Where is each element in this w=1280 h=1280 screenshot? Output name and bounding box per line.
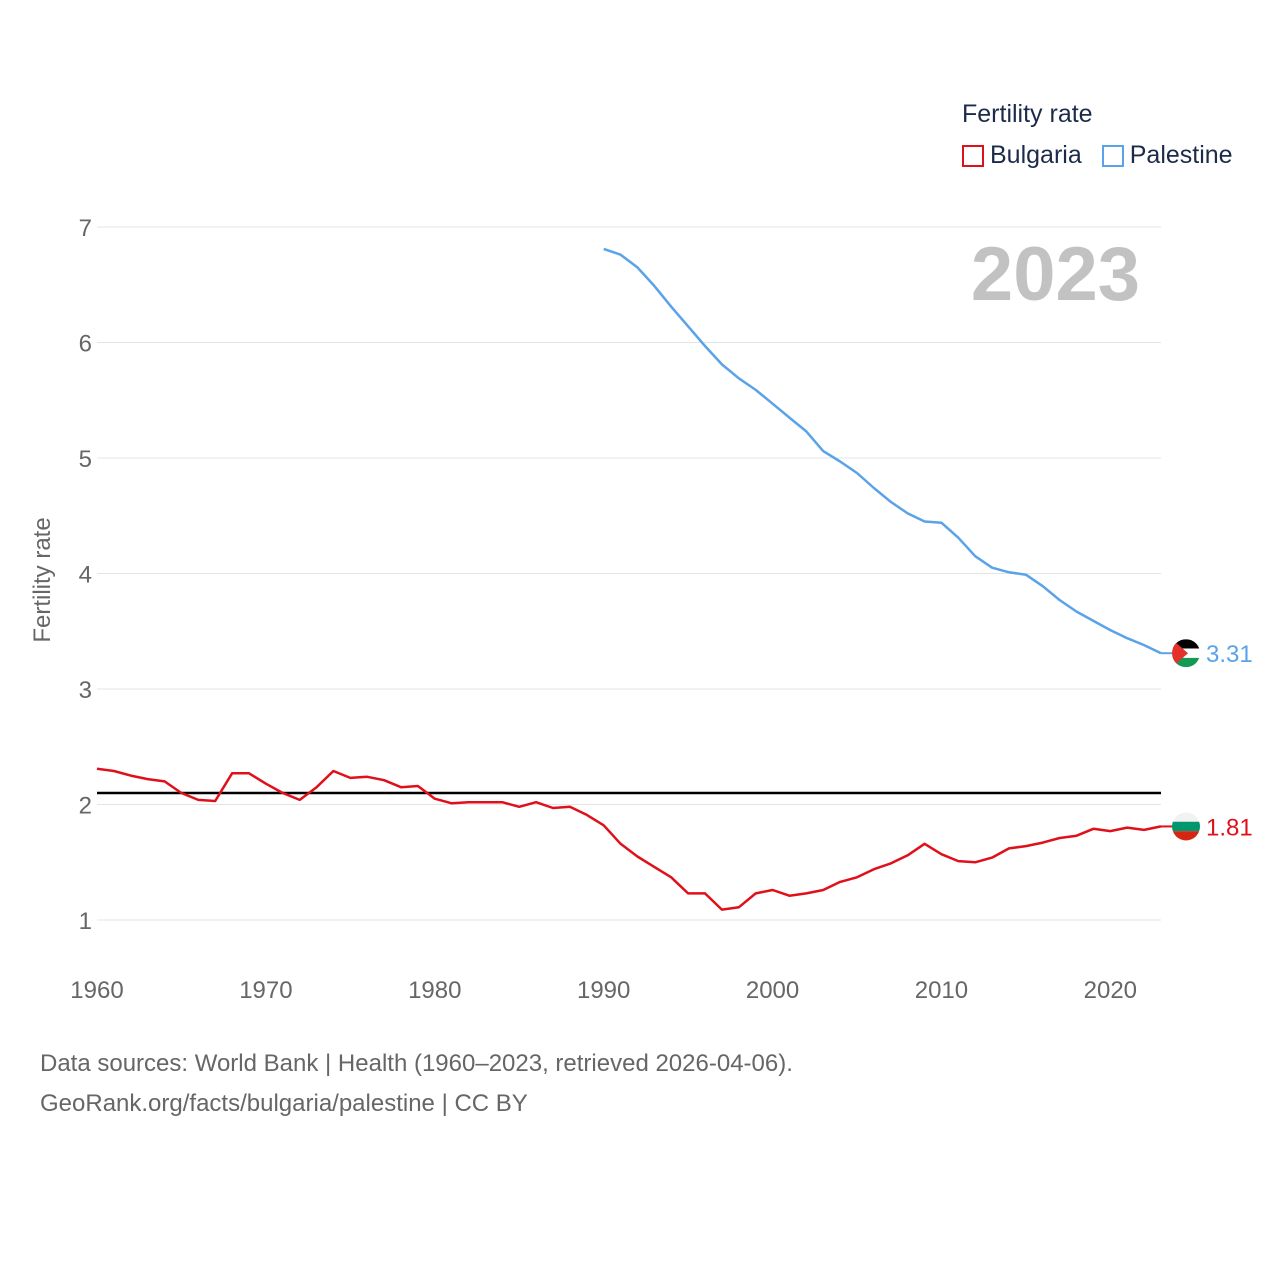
y-tick-label: 6 [79, 331, 92, 358]
gridlines [97, 226, 1161, 921]
x-tick-label: 1960 [70, 977, 123, 1004]
y-tick-label: 3 [79, 677, 92, 704]
x-tick-label: 2000 [746, 977, 799, 1004]
y-tick-label: 5 [79, 446, 92, 473]
series-line-palestine [603, 247, 1162, 655]
legend-item-bulgaria[interactable]: Bulgaria [962, 141, 1082, 170]
y-axis: 1 2 3 4 5 6 7 [79, 215, 92, 935]
source-note: Data sources: World Bank | Health (1960–… [40, 1044, 793, 1124]
legend: Fertility rate Bulgaria Palestine [962, 100, 1253, 170]
y-axis-label: Fertility rate [29, 517, 56, 642]
series-group [96, 247, 1172, 911]
y-tick-label: 7 [79, 215, 92, 242]
x-axis: 1960 1970 1980 1990 2000 2010 2020 [70, 977, 1137, 1004]
palestine-flag-icon [1172, 639, 1200, 668]
legend-label-bulgaria: Bulgaria [990, 141, 1082, 169]
palestine-end-label: 3.31 [1206, 641, 1253, 668]
y-tick-label: 1 [79, 908, 92, 935]
x-tick-label: 1970 [239, 977, 292, 1004]
source-line-2: GeoRank.org/facts/bulgaria/palestine | C… [40, 1090, 528, 1117]
legend-title: Fertility rate [962, 100, 1093, 128]
bulgaria-swatch-icon [962, 144, 984, 167]
x-tick-label: 1980 [408, 977, 461, 1004]
bulgaria-flag-icon [1172, 812, 1200, 841]
y-tick-label: 2 [79, 793, 92, 820]
source-line-1: Data sources: World Bank | Health (1960–… [40, 1050, 793, 1077]
legend-label-palestine: Palestine [1129, 141, 1233, 169]
y-tick-label: 4 [79, 562, 92, 589]
x-tick-label: 2020 [1084, 977, 1137, 1004]
x-tick-label: 2010 [915, 977, 968, 1004]
legend-item-palestine[interactable]: Palestine [1101, 141, 1233, 170]
palestine-swatch-icon [1101, 144, 1124, 167]
bulgaria-end-label: 1.81 [1206, 814, 1253, 841]
year-watermark: 2023 [971, 232, 1140, 317]
x-tick-label: 1990 [577, 977, 630, 1004]
series-line-bulgaria [96, 767, 1162, 911]
